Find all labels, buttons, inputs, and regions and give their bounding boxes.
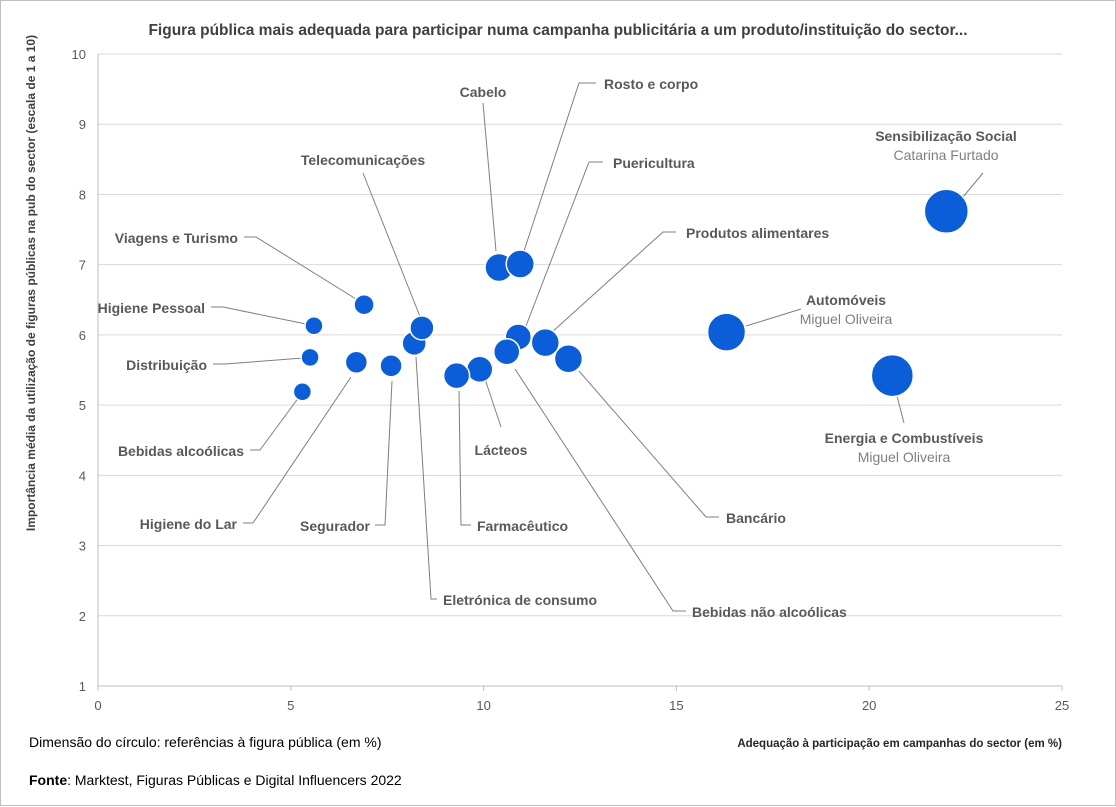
- bubble-bebidas-alcoolicas: [292, 382, 313, 402]
- source-label: Fonte: [29, 772, 67, 788]
- y-tick-label: 6: [79, 328, 86, 343]
- bubble-size-note: Dimensão do círculo: referências à figur…: [29, 734, 382, 750]
- figure-label-sensibilizacao-social: Catarina Furtado: [893, 147, 998, 163]
- leader-line-higiene-do-lar: [243, 376, 352, 524]
- leader-line-puericultura: [525, 161, 603, 327]
- figure-label-energia-e-combustiveis: Miguel Oliveira: [858, 449, 951, 465]
- data-label-distribuicao: Distribuição: [126, 357, 207, 373]
- y-tick-label: 3: [79, 539, 86, 554]
- leader-line-telecomunicacoes: [362, 172, 422, 320]
- data-label-sensibilizacao-social: Sensibilização Social: [875, 128, 1017, 144]
- y-tick-label: 10: [72, 47, 86, 62]
- data-label-viagens-e-turismo: Viagens e Turismo: [115, 230, 238, 246]
- y-tick-label: 8: [79, 187, 86, 202]
- data-label-segurador: Segurador: [300, 518, 371, 534]
- leader-line-bancario: [578, 370, 719, 518]
- grid-layer: 1 2 3 4 5 6 7 8 9 10 0 5 10 15 20 25: [72, 47, 1070, 713]
- x-tick-label: 0: [94, 698, 101, 713]
- x-tick-label: 15: [669, 698, 683, 713]
- leader-line-eletronica-de-consumo: [415, 356, 437, 600]
- leader-line-distribuicao: [213, 357, 304, 365]
- y-tick-label: 7: [79, 258, 86, 273]
- y-tick-label: 4: [79, 468, 86, 483]
- data-label-bebidas-nao-alcoolicas: Bebidas não alcoólicas: [692, 604, 847, 620]
- data-label-higiene-pessoal: Higiene Pessoal: [98, 300, 205, 316]
- leader-line-farmaceutico: [458, 390, 471, 526]
- data-label-automoveis: Automóveis: [806, 292, 886, 308]
- x-tick-label: 10: [476, 698, 490, 713]
- bubble-lacteos: [465, 355, 494, 384]
- bubbles: [292, 188, 970, 402]
- bubble-higiene-do-lar: [344, 350, 369, 375]
- leader-line-lacteos: [484, 378, 502, 428]
- leader-line-segurador: [375, 380, 393, 526]
- y-tick-label: 2: [79, 609, 86, 624]
- leader-line-energia-e-combustiveis: [896, 395, 905, 424]
- data-labels: Sensibilização Social Catarina Furtado Aut…: [98, 76, 1017, 620]
- data-label-lacteos: Lácteos: [475, 442, 528, 458]
- bubble-viagens-e-turismo: [353, 293, 375, 316]
- y-tick-label: 5: [79, 398, 86, 413]
- x-tick-label: 5: [287, 698, 294, 713]
- bubble-bebidas-nao-alcoolicas: [492, 337, 521, 366]
- bubble-segurador: [379, 354, 403, 378]
- leader-line-bebidas-alcoolicas: [250, 396, 300, 451]
- figure-label-automoveis: Miguel Oliveira: [800, 311, 893, 327]
- data-label-bebidas-alcoolicas: Bebidas alcoólicas: [118, 443, 244, 459]
- data-label-rosto-e-corpo: Rosto e corpo: [604, 76, 698, 92]
- x-tick-label: 20: [862, 698, 876, 713]
- leader-line-produtos-alimentares: [550, 231, 676, 334]
- leader-line-bebidas-nao-alcoolicas: [514, 368, 686, 612]
- bubble-farmaceutico: [442, 361, 471, 390]
- bubble-energia-e-combustiveis: [870, 353, 915, 398]
- data-label-telecomunicacoes: Telecomunicações: [301, 152, 425, 168]
- y-tick-label: 9: [79, 117, 86, 132]
- leader-line-automoveis: [745, 308, 802, 327]
- x-tick-label: 25: [1055, 698, 1069, 713]
- bubble-higiene-pessoal: [304, 316, 324, 336]
- leader-line-higiene-pessoal: [211, 306, 307, 325]
- data-label-produtos-alimentares: Produtos alimentares: [686, 225, 829, 241]
- source-note: Fonte: Marktest, Figuras Públicas e Digi…: [29, 772, 402, 788]
- x-axis-label: Adequação à participação em campanhas do…: [737, 738, 1062, 750]
- bubble-rosto-e-corpo: [505, 249, 535, 279]
- chart-title: Figura pública mais adequada para partic…: [148, 22, 967, 39]
- bubble-automoveis: [706, 312, 747, 352]
- bubble-produtos-alimentares: [530, 327, 561, 358]
- bubble-sensibilizacao-social: [923, 188, 970, 235]
- leader-line-cabelo: [482, 102, 497, 252]
- data-label-bancario: Bancário: [726, 510, 786, 526]
- data-label-higiene-do-lar: Higiene do Lar: [140, 516, 238, 532]
- data-label-farmaceutico: Farmacêutico: [477, 518, 568, 534]
- data-label-puericultura: Puericultura: [613, 155, 695, 171]
- y-tick-label: 1: [79, 679, 86, 694]
- leader-line-rosto-e-corpo: [523, 82, 596, 252]
- bubble-bancario: [553, 344, 584, 374]
- data-label-eletronica-de-consumo: Eletrónica de consumo: [443, 592, 597, 608]
- y-axis-label: Importância média da utilização de figur…: [24, 35, 38, 531]
- source-text: : Marktest, Figuras Públicas e Digital I…: [67, 772, 402, 788]
- data-label-energia-e-combustiveis: Energia e Combustíveis: [825, 430, 984, 446]
- bubble-distribuicao: [300, 347, 320, 368]
- leader-line-viagens-e-turismo: [244, 236, 357, 300]
- leader-lines: [211, 82, 984, 612]
- data-label-cabelo: Cabelo: [460, 84, 507, 100]
- bubble-telecomunicacoes: [409, 315, 435, 341]
